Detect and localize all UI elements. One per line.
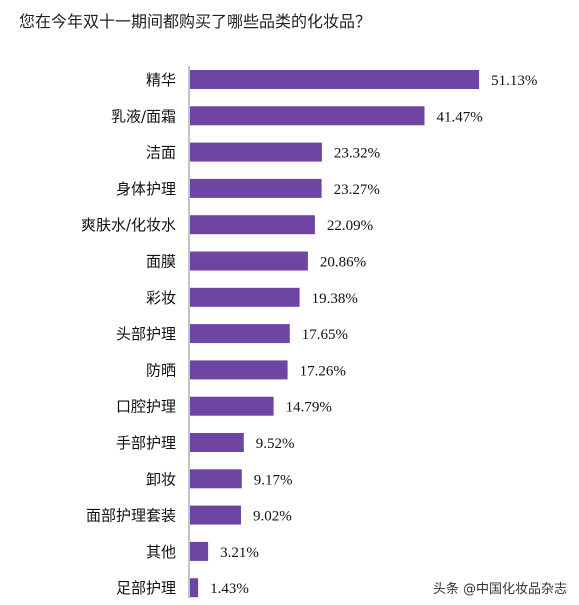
value-label: 9.17% <box>254 472 293 488</box>
category-label: 洁面 <box>146 144 176 162</box>
bar <box>190 324 290 344</box>
bar <box>190 287 300 307</box>
value-label: 17.65% <box>302 327 348 343</box>
value-label: 14.79% <box>286 400 332 416</box>
bar <box>190 433 244 452</box>
bar <box>190 578 199 598</box>
category-label: 爽肤水/化妆水 <box>81 216 176 234</box>
value-label: 19.38% <box>312 291 358 307</box>
category-label: 面膜 <box>146 253 176 271</box>
category-label: 口腔护理 <box>116 398 176 416</box>
bar <box>190 396 274 416</box>
category-label: 头部护理 <box>116 325 176 343</box>
bar <box>190 106 425 126</box>
watermark: 头条 @中国化妆品杂志 <box>432 582 567 597</box>
value-label: 9.02% <box>253 509 292 525</box>
value-label: 3.21% <box>220 545 259 561</box>
value-label: 23.32% <box>334 146 380 162</box>
category-label: 足部护理 <box>116 579 176 597</box>
value-label: 17.26% <box>300 363 346 379</box>
category-label: 乳液/面霜 <box>111 107 176 125</box>
value-label: 22.09% <box>327 218 373 234</box>
bar <box>190 142 322 162</box>
bar <box>190 469 242 489</box>
bar <box>190 505 241 525</box>
bar <box>190 215 315 235</box>
bar <box>190 178 322 198</box>
category-label: 精华 <box>146 71 176 89</box>
value-label: 1.43% <box>210 581 249 597</box>
category-label: 防晒 <box>146 361 176 379</box>
bar <box>190 360 288 380</box>
value-label: 9.52% <box>256 436 295 452</box>
bar <box>190 251 308 271</box>
value-label: 23.27% <box>334 182 380 198</box>
chart-title: 您在今年双十一期间都购买了哪些品类的化妆品？ <box>19 12 372 31</box>
value-label: 51.13% <box>491 73 537 89</box>
category-label: 其他 <box>146 543 176 561</box>
value-label: 41.47% <box>437 109 483 125</box>
value-label: 20.86% <box>320 255 366 271</box>
category-label: 彩妆 <box>146 289 176 307</box>
category-label: 面部护理套装 <box>86 507 176 525</box>
category-label: 身体护理 <box>116 180 176 198</box>
bar <box>190 541 209 561</box>
bar <box>190 70 480 89</box>
category-label: 卸妆 <box>146 470 176 488</box>
category-label: 手部护理 <box>116 434 176 452</box>
